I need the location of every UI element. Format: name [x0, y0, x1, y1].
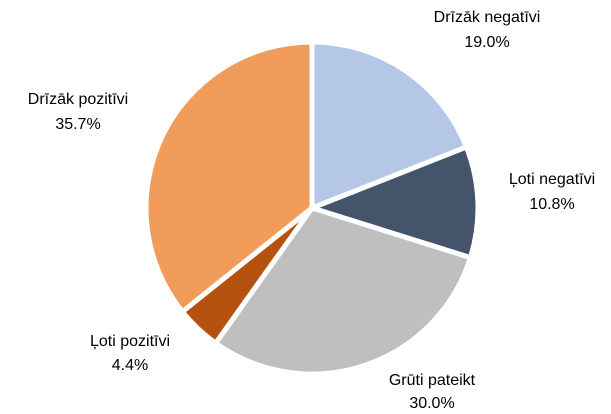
slice-label: Ļoti negatīvi [509, 171, 595, 188]
pie-slice [309, 39, 469, 211]
slice-value-label: 35.7% [55, 116, 100, 133]
slice-value-label: 10.8% [529, 196, 574, 213]
slice-value-label: 30.0% [409, 395, 454, 412]
slice-label: Drīzāk negatīvi [434, 9, 541, 26]
slice-label: Ļoti pozitīvi [90, 333, 170, 350]
pie-slice [213, 205, 473, 377]
slice-value-label: 4.4% [112, 357, 148, 374]
slice-value-label: 19.0% [464, 34, 509, 51]
pie-slice [143, 39, 315, 315]
pie-slice [309, 144, 481, 261]
slice-label: Grūti pateikt [389, 372, 476, 389]
slice-label: Drīzāk pozitīvi [28, 91, 128, 108]
